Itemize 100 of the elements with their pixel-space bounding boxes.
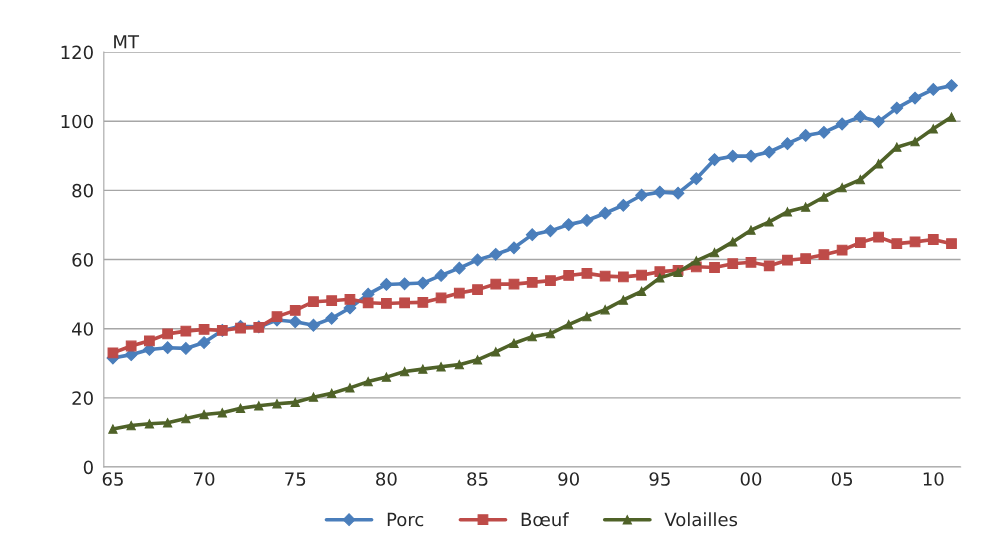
point bbox=[379, 278, 393, 291]
x-tick-label: 00 bbox=[740, 472, 762, 486]
point bbox=[782, 254, 793, 266]
x-tick-label: 05 bbox=[831, 472, 853, 486]
y-tick-label: 20 bbox=[72, 391, 93, 405]
point bbox=[199, 409, 209, 420]
point bbox=[617, 271, 629, 283]
point bbox=[582, 311, 592, 322]
point bbox=[671, 186, 685, 200]
point bbox=[452, 261, 466, 275]
x-tick-label: 85 bbox=[467, 472, 488, 486]
point bbox=[817, 125, 831, 139]
point bbox=[927, 234, 939, 245]
point bbox=[289, 305, 301, 316]
point bbox=[254, 401, 264, 411]
point bbox=[762, 145, 776, 159]
point bbox=[616, 198, 630, 212]
y-axis-title: MT bbox=[114, 35, 140, 49]
y-tick-label: 60 bbox=[72, 253, 93, 267]
point bbox=[144, 419, 155, 429]
x-tick-label: 65 bbox=[102, 472, 123, 486]
point bbox=[655, 273, 665, 283]
point bbox=[308, 392, 319, 402]
point bbox=[162, 328, 174, 340]
point bbox=[782, 207, 793, 217]
point bbox=[181, 413, 191, 424]
point bbox=[472, 355, 483, 365]
point bbox=[179, 342, 193, 355]
point bbox=[618, 295, 629, 305]
x-tick-label: 75 bbox=[285, 472, 306, 486]
point bbox=[836, 244, 848, 256]
point bbox=[908, 91, 922, 105]
point bbox=[910, 136, 920, 147]
point bbox=[928, 124, 938, 134]
point bbox=[891, 238, 903, 250]
point bbox=[344, 293, 356, 305]
point bbox=[946, 112, 957, 122]
y-tick-label: 40 bbox=[72, 322, 93, 336]
point bbox=[490, 278, 502, 290]
point bbox=[417, 297, 429, 308]
x-tick-label: 10 bbox=[923, 472, 944, 486]
point bbox=[453, 287, 465, 299]
point bbox=[125, 340, 137, 352]
point bbox=[709, 247, 720, 258]
point bbox=[326, 295, 338, 307]
point bbox=[689, 172, 703, 186]
point bbox=[819, 192, 829, 202]
point bbox=[764, 217, 774, 227]
point bbox=[126, 420, 136, 431]
point bbox=[162, 418, 173, 428]
point bbox=[290, 397, 300, 408]
point bbox=[507, 241, 521, 255]
point bbox=[855, 174, 866, 185]
point bbox=[345, 383, 355, 393]
point bbox=[727, 258, 739, 270]
point bbox=[399, 297, 410, 309]
point bbox=[217, 408, 227, 418]
point bbox=[873, 231, 884, 243]
point bbox=[418, 364, 428, 374]
point bbox=[746, 225, 756, 235]
point bbox=[489, 247, 503, 261]
x-tick-label: 80 bbox=[376, 472, 397, 486]
point bbox=[744, 149, 758, 163]
y-tick-label: 120 bbox=[61, 45, 93, 60]
x-tick-label: 90 bbox=[558, 472, 579, 486]
point bbox=[398, 277, 412, 291]
point bbox=[108, 424, 118, 434]
point bbox=[745, 256, 757, 268]
legend-label: Porc bbox=[387, 512, 424, 527]
y-tick-label: 80 bbox=[72, 183, 93, 198]
point bbox=[527, 331, 537, 342]
point bbox=[563, 270, 575, 281]
point bbox=[362, 297, 374, 309]
point bbox=[872, 115, 885, 128]
point bbox=[598, 206, 612, 220]
y-tick-label: 0 bbox=[83, 460, 93, 475]
point bbox=[892, 142, 902, 152]
point bbox=[491, 347, 501, 357]
x-tick-label: 70 bbox=[194, 472, 215, 486]
point bbox=[800, 202, 811, 212]
point bbox=[580, 214, 594, 227]
point bbox=[198, 324, 210, 335]
point bbox=[945, 79, 958, 93]
point bbox=[599, 270, 611, 282]
point bbox=[471, 253, 484, 267]
point bbox=[381, 298, 392, 309]
point bbox=[363, 376, 373, 387]
legend-label: Bœuf bbox=[521, 512, 569, 527]
point bbox=[726, 149, 740, 163]
point bbox=[691, 256, 701, 266]
y-tick-label: 100 bbox=[61, 114, 93, 129]
point bbox=[235, 403, 246, 413]
point bbox=[509, 338, 519, 348]
point bbox=[635, 188, 649, 202]
point bbox=[763, 260, 775, 272]
point bbox=[600, 305, 610, 315]
point bbox=[709, 262, 720, 273]
point bbox=[288, 315, 302, 329]
point bbox=[472, 284, 483, 296]
point bbox=[636, 269, 647, 281]
